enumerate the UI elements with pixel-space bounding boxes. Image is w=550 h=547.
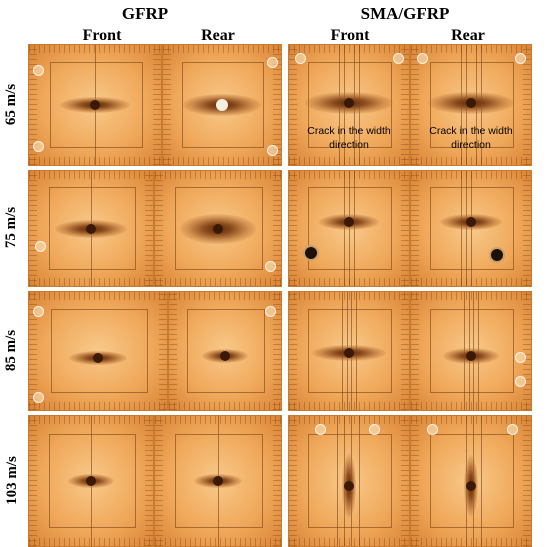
col-title-sma-front: Front (330, 27, 370, 44)
photo-sma-front-103 (288, 415, 410, 547)
photo-sma-front-85 (288, 291, 410, 411)
photo-sma-rear-85 (410, 291, 532, 411)
photo-gfrp-front-65 (28, 44, 162, 166)
photo-sma-front-75 (288, 170, 410, 287)
row-label-103: 103 m/s (3, 455, 20, 505)
photo-gfrp-rear-75 (154, 170, 282, 287)
photo-gfrp-front-103 (28, 415, 154, 547)
photo-sma-rear-75 (410, 170, 532, 287)
group-title-gfrp: GFRP (121, 4, 169, 23)
row-label-75: 75 m/s (3, 206, 20, 249)
photo-sma-rear-103 (410, 415, 532, 547)
row-label-85: 85 m/s (3, 329, 20, 371)
col-title-gfrp-front: Front (82, 27, 122, 44)
photo-gfrp-rear-65 (162, 44, 282, 166)
row-label-65: 65 m/s (3, 83, 20, 125)
photo-gfrp-front-75 (28, 170, 154, 287)
photo-gfrp-front-85 (28, 291, 168, 411)
annotation-crack-front: Crack in the width direction (307, 125, 391, 152)
photo-sma-rear-65: Crack in the width direction (410, 44, 532, 166)
annotation-crack-rear: Crack in the width direction (429, 125, 513, 152)
photo-gfrp-rear-85 (168, 291, 282, 411)
group-title-sma-gfrp: SMA/GFRP (360, 4, 450, 23)
photo-gfrp-rear-103 (154, 415, 282, 547)
col-title-gfrp-rear: Rear (201, 27, 235, 44)
col-title-sma-rear: Rear (451, 27, 485, 44)
photo-sma-front-65: Crack in the width direction (288, 44, 410, 166)
